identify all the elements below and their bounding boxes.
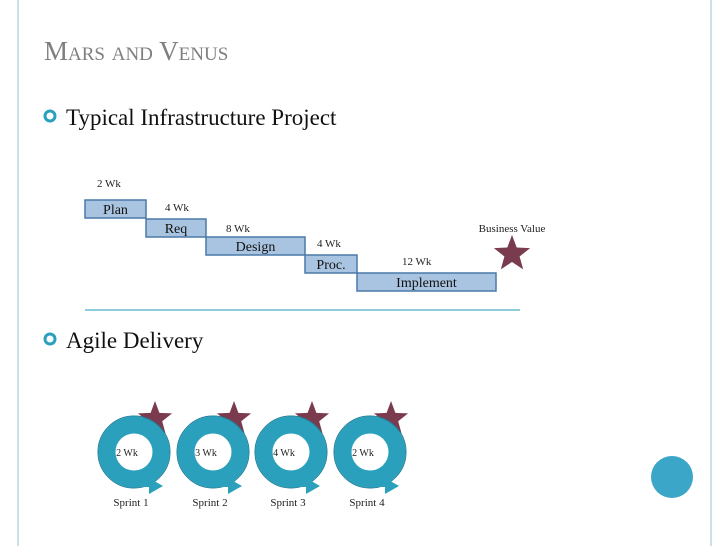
sprint-star: [216, 401, 252, 434]
goal-label: Business Value: [479, 223, 546, 235]
sprint-duration: 2 Wk: [352, 448, 374, 459]
sprint-label: Sprint 1: [113, 497, 148, 509]
phase-label: Req: [165, 222, 188, 237]
bullet-icon: [43, 332, 57, 346]
phase-duration: 4 Wk: [317, 238, 341, 250]
sprint-ring-edge: [97, 415, 171, 489]
phase-label: Design: [236, 240, 276, 255]
sprint-star: [294, 401, 330, 434]
sprint-ring: [334, 416, 406, 488]
phase-duration: 12 Wk: [402, 256, 432, 268]
sprint-duration: 3 Wk: [195, 448, 217, 459]
phase-box: [205, 236, 306, 256]
phase-label: Plan: [103, 203, 128, 218]
sprint-star: [373, 401, 409, 434]
sprint-duration: 4 Wk: [273, 448, 295, 459]
phase-box: [304, 254, 358, 274]
phase-duration: 8 Wk: [226, 223, 250, 235]
phase-box: [84, 199, 147, 219]
sprint-label: Sprint 3: [270, 497, 306, 509]
bullet-text: Typical Infrastructure Project: [66, 105, 337, 130]
sprint-ring-edge: [254, 415, 328, 489]
sprint-label: Sprint 4: [349, 497, 385, 509]
sprint-ring-edge: [176, 415, 250, 489]
sprint-duration: 2 Wk: [116, 448, 138, 459]
phase-duration: 4 Wk: [165, 202, 189, 214]
sprint-label: Sprint 2: [192, 497, 227, 509]
sprint-ring-edge: [333, 415, 407, 489]
slide-title: Mars and Venus: [44, 36, 228, 66]
bullet-icon: [43, 109, 57, 123]
phase-label: Proc.: [316, 258, 345, 273]
sprint-ring: [255, 416, 327, 488]
sprint-star: [137, 401, 173, 434]
sprint-ring: [98, 416, 170, 488]
phase-label: Implement: [396, 276, 457, 291]
phase-box: [356, 272, 497, 292]
decoration: [651, 456, 693, 498]
phase-duration: 2 Wk: [97, 178, 121, 190]
goal-star: [493, 235, 531, 270]
phase-box: [145, 218, 207, 238]
bullet-text: Agile Delivery: [66, 328, 204, 353]
sprint-ring: [177, 416, 249, 488]
